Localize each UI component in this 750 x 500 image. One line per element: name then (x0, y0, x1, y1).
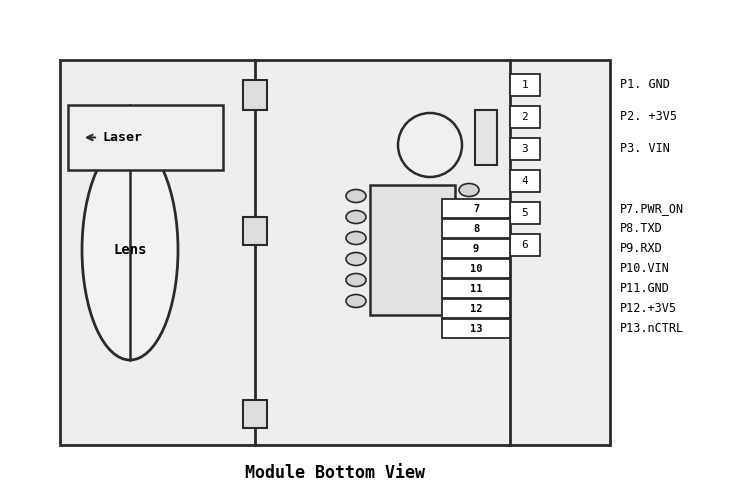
Bar (510, 202, 540, 224)
Bar (510, 234, 540, 256)
Ellipse shape (346, 210, 366, 224)
Bar (510, 74, 540, 96)
Text: 13: 13 (470, 324, 482, 334)
Bar (510, 138, 540, 160)
Text: 5: 5 (522, 208, 528, 218)
Text: Lens: Lens (113, 243, 147, 257)
Ellipse shape (459, 226, 479, 238)
Text: 8: 8 (472, 224, 479, 234)
Bar (442, 219, 510, 238)
Text: 2: 2 (522, 112, 528, 122)
Text: 7: 7 (472, 204, 479, 214)
Text: 9: 9 (472, 244, 479, 254)
Bar (243, 80, 267, 110)
Text: P13.nCTRL: P13.nCTRL (620, 322, 684, 335)
Bar (68, 105, 223, 170)
Text: P3. VIN: P3. VIN (620, 142, 670, 156)
Ellipse shape (346, 252, 366, 266)
Text: Laser: Laser (102, 131, 142, 144)
Text: 1: 1 (522, 80, 528, 90)
Circle shape (398, 113, 462, 177)
Text: 6: 6 (522, 240, 528, 250)
Text: Module Bottom View: Module Bottom View (245, 464, 425, 482)
Ellipse shape (459, 268, 479, 280)
Text: P11.GND: P11.GND (620, 282, 670, 295)
Text: P7.PWR_ON: P7.PWR_ON (620, 202, 684, 215)
Bar (442, 299, 510, 318)
Text: 4: 4 (522, 176, 528, 186)
Ellipse shape (459, 204, 479, 218)
Bar (510, 106, 540, 128)
Bar (442, 259, 510, 278)
Bar (510, 170, 540, 192)
Bar (442, 279, 510, 298)
Ellipse shape (346, 274, 366, 286)
Text: 12: 12 (470, 304, 482, 314)
Bar (475, 110, 497, 165)
Bar (370, 185, 455, 315)
Ellipse shape (346, 232, 366, 244)
Bar (243, 400, 267, 428)
Ellipse shape (82, 140, 178, 360)
Text: P1. GND: P1. GND (620, 78, 670, 92)
Text: 10: 10 (470, 264, 482, 274)
Bar (442, 319, 510, 338)
Ellipse shape (459, 288, 479, 302)
Text: 11: 11 (470, 284, 482, 294)
Text: P8.TXD: P8.TXD (620, 222, 663, 235)
Bar (243, 217, 267, 245)
Ellipse shape (459, 246, 479, 260)
Ellipse shape (346, 190, 366, 202)
Text: P12.+3V5: P12.+3V5 (620, 302, 677, 315)
Text: P9.RXD: P9.RXD (620, 242, 663, 255)
Text: 3: 3 (522, 144, 528, 154)
Text: P2. +3V5: P2. +3V5 (620, 110, 677, 124)
Bar (442, 239, 510, 258)
Ellipse shape (459, 184, 479, 196)
Text: P10.VIN: P10.VIN (620, 262, 670, 275)
Ellipse shape (346, 294, 366, 308)
Bar (60, 60, 610, 445)
Bar (442, 199, 510, 218)
